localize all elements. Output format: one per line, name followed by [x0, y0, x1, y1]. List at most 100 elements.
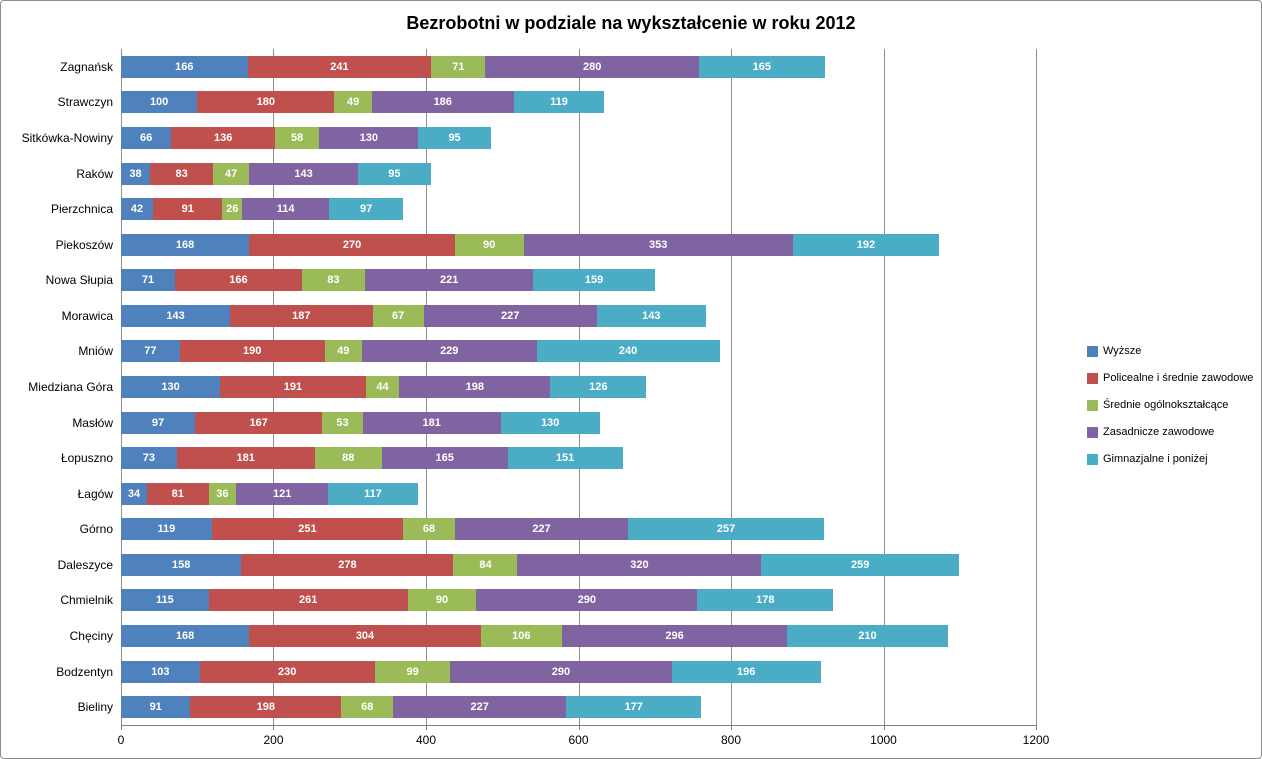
- bar-segment: 241: [247, 55, 432, 78]
- bar-row: 168 270 90 353 192: [121, 227, 1036, 263]
- y-axis-category-label: Chęciny: [69, 629, 113, 644]
- y-axis-category-label: Łagów: [77, 486, 113, 501]
- bar-segment: 186: [371, 91, 514, 114]
- bar-value-label: 73: [142, 452, 155, 465]
- bar-value-label: 151: [555, 452, 575, 465]
- bar-value-label: 100: [149, 96, 169, 109]
- bar-value-label: 42: [130, 203, 144, 216]
- bar-segment: 165: [381, 447, 508, 470]
- bar-value-label: 26: [226, 203, 239, 216]
- axis-tick: [730, 725, 732, 730]
- bar-value-label: 353: [648, 238, 668, 251]
- bar-value-label: 91: [181, 203, 194, 216]
- bar-value-label: 270: [342, 238, 362, 251]
- bar-segment: 44: [365, 375, 400, 398]
- bar-row: 73 181 88 165 151: [121, 440, 1036, 476]
- bar-row: 34 81 36 121 117: [121, 476, 1036, 512]
- bar-segment: 353: [523, 233, 793, 256]
- bar-segment: 261: [208, 589, 408, 612]
- bar-segment: 130: [319, 126, 419, 149]
- legend-swatch: [1087, 426, 1098, 438]
- bar-value-label: 177: [624, 701, 643, 714]
- gridline: [730, 49, 732, 725]
- bar-value-label: 36: [216, 487, 229, 500]
- y-axis-category-label: Bodzentyn: [56, 664, 113, 679]
- bar-value-label: 143: [166, 309, 185, 322]
- x-axis-tick-label: 200: [263, 733, 284, 747]
- legend-item: Średnie ogólnokształcące: [1087, 399, 1253, 411]
- bar-segment: 198: [399, 375, 551, 398]
- legend-swatch: [1087, 372, 1098, 384]
- bar-value-label: 71: [141, 274, 155, 287]
- bar-value-label: 186: [433, 96, 452, 109]
- bar-segment: 47: [213, 162, 250, 185]
- legend-swatch: [1087, 399, 1098, 411]
- bar-value-label: 90: [435, 594, 449, 607]
- bar-value-label: 66: [140, 131, 153, 144]
- bar-segment: 26: [222, 198, 243, 221]
- bar-row: 115 261 90 290 178: [121, 583, 1036, 619]
- bar-row: 166 241 71 280 165: [121, 49, 1036, 85]
- y-axis-category-label: Raków: [76, 166, 113, 181]
- bar-value-label: 229: [440, 345, 459, 358]
- y-axis-category-label: Zagnańsk: [60, 59, 113, 74]
- bar-segment: 181: [176, 447, 315, 470]
- bar-segment: 36: [208, 482, 237, 505]
- bar-segment: 58: [275, 126, 320, 149]
- bar-value-label: 119: [157, 523, 176, 536]
- bar-segment: 49: [334, 91, 372, 114]
- x-axis-tick-label: 1000: [870, 733, 897, 747]
- bar-segment: 251: [211, 518, 404, 541]
- bar-value-label: 166: [175, 60, 194, 73]
- bar-segment: 227: [454, 518, 629, 541]
- bar-row: 38 83 47 143 95: [121, 156, 1036, 192]
- bar-row: 66 136 58 130 95: [121, 120, 1036, 156]
- bar-segment: 130: [500, 411, 600, 434]
- bar-segment: 77: [121, 340, 180, 363]
- bar-segment: 187: [230, 304, 373, 327]
- bar-value-label: 77: [144, 345, 157, 358]
- bar-value-label: 240: [618, 345, 638, 358]
- plot-area: 166 241 71 280 165 100 180 49 186 119 66 136 58 130 95…: [121, 49, 1037, 726]
- y-axis-category-label: Daleszyce: [57, 557, 113, 572]
- bar-row: 158 278 84 320 259: [121, 547, 1036, 583]
- bar-segment: 180: [197, 91, 335, 114]
- axis-tick: [425, 725, 427, 730]
- bar-segment: 167: [194, 411, 323, 434]
- bar-row: 100 180 49 186 119: [121, 85, 1036, 121]
- bar-value-label: 53: [336, 416, 349, 429]
- bar-segment: 177: [566, 696, 702, 719]
- x-axis-tick-label: 400: [415, 733, 436, 747]
- bar-value-label: 34: [127, 487, 141, 500]
- bar-segment: 165: [698, 55, 825, 78]
- bar-segment: 114: [242, 198, 330, 221]
- bar-segment: 290: [450, 660, 672, 683]
- bar-segment: 81: [146, 482, 209, 505]
- y-axis-category-label: Bieliny: [77, 700, 113, 715]
- y-axis-category-label: Masłów: [72, 415, 113, 430]
- bar-segment: 84: [453, 553, 518, 576]
- bar-value-label: 90: [483, 238, 496, 251]
- bar-value-label: 119: [550, 96, 568, 109]
- legend-label: Zasadnicze zawodowe: [1103, 426, 1215, 438]
- x-axis-tick-label: 600: [568, 733, 589, 747]
- bar-value-label: 178: [756, 594, 775, 607]
- bar-segment: 221: [364, 269, 534, 292]
- bar-segment: 230: [199, 660, 375, 683]
- bar-row: 71 166 83 221 159: [121, 262, 1036, 298]
- bar-row: 91 198 68 227 177: [121, 689, 1036, 725]
- bar-value-label: 121: [273, 487, 292, 500]
- bar-segment: 97: [121, 411, 195, 434]
- legend-label: Wyższe: [1103, 345, 1142, 357]
- y-axis-category-label: Morawica: [61, 308, 113, 323]
- bar-value-label: 259: [851, 558, 870, 571]
- bar-segment: 143: [596, 304, 706, 327]
- bar-segment: 100: [121, 91, 198, 114]
- legend-swatch: [1087, 453, 1098, 465]
- bar-value-label: 165: [435, 452, 454, 465]
- bar-value-label: 115: [155, 594, 174, 607]
- bar-value-label: 165: [752, 60, 772, 73]
- bar-value-label: 71: [452, 60, 465, 73]
- gridline: [1036, 49, 1037, 725]
- bar-row: 103 230 99 290 196: [121, 654, 1036, 690]
